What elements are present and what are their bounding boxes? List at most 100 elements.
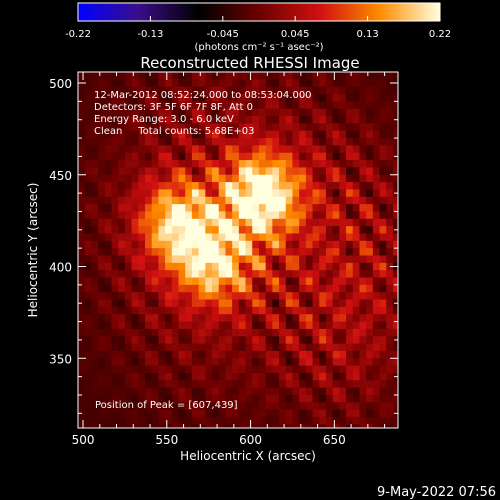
heatmap-cell bbox=[111, 108, 119, 117]
heatmap-cell bbox=[198, 130, 206, 139]
heatmap-cell bbox=[151, 86, 159, 95]
heatmap-cell bbox=[265, 270, 273, 278]
heatmap-cell bbox=[225, 372, 233, 381]
heatmap-cell bbox=[252, 240, 260, 249]
heatmap-cell bbox=[379, 240, 387, 249]
heatmap-cell bbox=[178, 130, 186, 139]
heatmap-cell bbox=[346, 262, 354, 271]
heatmap-cell bbox=[205, 108, 213, 117]
heatmap-cell bbox=[178, 292, 186, 300]
heatmap-cell bbox=[225, 248, 233, 256]
heatmap-cell bbox=[232, 255, 240, 264]
heatmap-cell bbox=[392, 328, 398, 337]
heatmap-cell bbox=[151, 130, 159, 139]
heatmap-cell bbox=[392, 424, 398, 428]
heatmap-cell bbox=[265, 336, 273, 344]
heatmap-cell bbox=[171, 211, 179, 220]
heatmap-cell bbox=[171, 262, 179, 271]
heatmap-cell bbox=[352, 226, 360, 234]
heatmap-cell bbox=[272, 365, 280, 374]
heatmap-cell bbox=[124, 365, 133, 374]
info-line-detectors: Detectors: 3F 5F 6F 7F 8F, Att 0 bbox=[94, 102, 253, 113]
heatmap-cell bbox=[372, 226, 380, 234]
heatmap-cell bbox=[232, 233, 240, 242]
heatmap-cell bbox=[78, 394, 86, 403]
heatmap-cell bbox=[131, 314, 139, 322]
heatmap-cell bbox=[225, 255, 233, 264]
heatmap-cell bbox=[98, 86, 106, 95]
heatmap-cell bbox=[252, 262, 260, 271]
heatmap-cell bbox=[238, 240, 246, 249]
heatmap-cell bbox=[272, 328, 280, 337]
heatmap-cell bbox=[232, 101, 240, 110]
heatmap-cell bbox=[386, 152, 394, 161]
heatmap-cell bbox=[78, 196, 86, 205]
heatmap-cell bbox=[332, 101, 340, 110]
heatmap-cell bbox=[265, 306, 273, 315]
heatmap-cell bbox=[359, 350, 367, 359]
heatmap-cell bbox=[292, 226, 300, 234]
heatmap-cell bbox=[98, 196, 106, 205]
heatmap-cell bbox=[131, 108, 139, 117]
heatmap-cell bbox=[319, 336, 327, 344]
heatmap-cell bbox=[339, 167, 347, 176]
heatmap-cell bbox=[379, 108, 387, 117]
heatmap-cell bbox=[191, 72, 200, 80]
heatmap-cell bbox=[178, 306, 186, 315]
heatmap-cell bbox=[111, 167, 119, 176]
heatmap-cell bbox=[138, 372, 146, 381]
heatmap-cell bbox=[346, 211, 354, 220]
heatmap-cell bbox=[346, 174, 354, 183]
heatmap-cell bbox=[359, 211, 367, 220]
heatmap-cell bbox=[299, 336, 307, 344]
heatmap-cell bbox=[245, 233, 253, 242]
heatmap-cell bbox=[218, 299, 226, 308]
heatmap-cell bbox=[265, 79, 273, 88]
heatmap-cell bbox=[366, 72, 374, 80]
heatmap-cell bbox=[118, 299, 126, 308]
heatmap-cell bbox=[178, 123, 186, 132]
heatmap-cell bbox=[285, 416, 293, 425]
heatmap-cell bbox=[124, 416, 133, 425]
heatmap-cell bbox=[319, 372, 327, 381]
heatmap-cell bbox=[198, 284, 206, 293]
heatmap-cell bbox=[252, 182, 260, 190]
heatmap-cell bbox=[84, 380, 92, 389]
heatmap-cell bbox=[232, 86, 240, 95]
heatmap-cell bbox=[272, 358, 280, 367]
heatmap-cell bbox=[138, 233, 146, 242]
heatmap-cell bbox=[285, 152, 293, 161]
heatmap-cell bbox=[339, 402, 347, 411]
heatmap-cell bbox=[191, 306, 200, 315]
heatmap-cell bbox=[232, 130, 240, 139]
heatmap-cell bbox=[171, 79, 179, 88]
heatmap-cell bbox=[272, 218, 280, 227]
heatmap-cell bbox=[91, 424, 99, 428]
heatmap-cell bbox=[84, 218, 92, 227]
heatmap-cell bbox=[171, 218, 179, 227]
heatmap-cell bbox=[379, 79, 387, 88]
heatmap-cell bbox=[272, 255, 280, 264]
heatmap-cell bbox=[225, 424, 233, 428]
heatmap-cell bbox=[312, 270, 320, 278]
heatmap-cell bbox=[118, 233, 126, 242]
heatmap-cell bbox=[178, 204, 186, 212]
heatmap-cell bbox=[272, 182, 280, 190]
heatmap-cell bbox=[145, 211, 153, 220]
heatmap-cell bbox=[325, 306, 334, 315]
y-axis-label: Heliocentric Y (arcsec) bbox=[26, 183, 40, 318]
heatmap-cell bbox=[285, 387, 293, 396]
heatmap-cell bbox=[145, 240, 153, 249]
heatmap-cell bbox=[225, 196, 233, 205]
heatmap-cell bbox=[104, 226, 112, 234]
heatmap-cell bbox=[305, 152, 313, 161]
heatmap-cell bbox=[104, 416, 112, 425]
heatmap-cell bbox=[145, 394, 153, 403]
heatmap-cell bbox=[332, 387, 340, 396]
heatmap-cell bbox=[124, 424, 133, 428]
heatmap-cell bbox=[124, 182, 133, 190]
heatmap-cell bbox=[245, 138, 253, 146]
heatmap-cell bbox=[386, 101, 394, 110]
heatmap-cell bbox=[258, 174, 267, 183]
heatmap-cell bbox=[372, 233, 380, 242]
